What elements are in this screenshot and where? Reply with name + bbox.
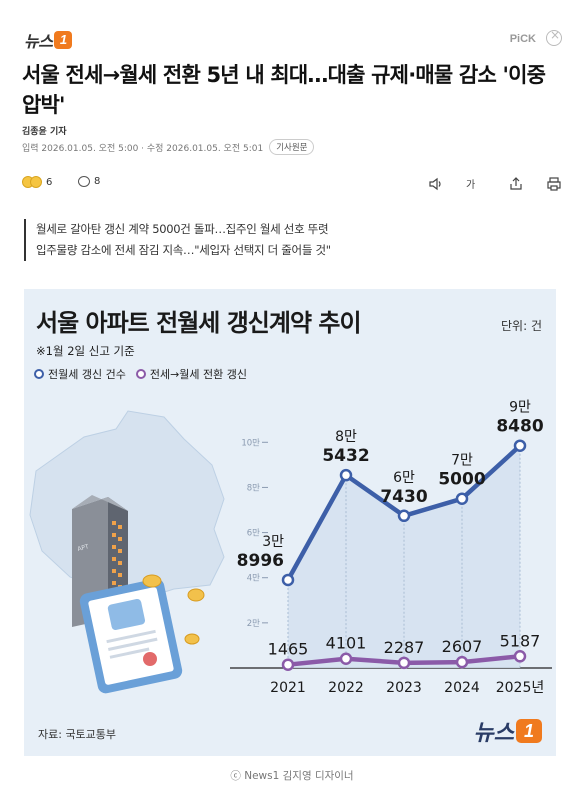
pick-close-icon[interactable]: [546, 28, 562, 46]
infographic-logo: 뉴스 1: [474, 715, 542, 747]
point-conversions: [339, 652, 353, 665]
article-tools: 가: [428, 176, 562, 192]
legend-marker-blue: [34, 369, 44, 379]
comment-count: 8: [94, 176, 101, 187]
data-label-conversions: 2607: [442, 637, 483, 656]
infographic-logo-text: 뉴스: [473, 720, 514, 745]
point-renewals: [513, 439, 527, 452]
original-article-button[interactable]: 기사원문: [269, 139, 315, 155]
font-size-label: 가: [466, 180, 476, 191]
x-tick-label: 2025년: [496, 680, 545, 696]
x-tick-label: 2022: [328, 680, 364, 696]
contract-stamp: [143, 652, 157, 666]
legend-label: 전월세 갱신 건수: [48, 368, 126, 381]
infographic-title: 서울 아파트 전월세 갱신계약 추이: [36, 309, 362, 337]
data-label-conversions: 5187: [500, 631, 541, 650]
point-renewals: [455, 492, 469, 505]
logo-badge: 1: [54, 31, 73, 49]
photo-credit: ⓒ News1 김지영 디자이너: [230, 770, 354, 782]
comment-icon: [78, 176, 90, 187]
chart-legend: 전월세 갱신 건수 전세→월세 전환 갱신: [34, 366, 247, 382]
house-badge: [107, 598, 146, 630]
infographic-logo-badge: 1: [516, 719, 542, 743]
legend-marker-purple: [135, 369, 146, 379]
point-renewals: [339, 468, 353, 482]
print-icon[interactable]: [546, 176, 562, 192]
contract-lines: [106, 629, 158, 659]
y-tick-label: 2만: [247, 619, 260, 629]
y-tick-label: 8만: [247, 483, 260, 493]
point-conversions: [281, 658, 295, 671]
building-roof: [72, 495, 128, 511]
audio-icon[interactable]: [428, 176, 444, 192]
logo-text: 뉴스: [24, 34, 53, 51]
reaction-emoji-icon: [30, 176, 42, 188]
line-chart: 2만4만6만8만10만3만89968만54326만74307만50009만848…: [230, 400, 552, 696]
point-renewals: [397, 509, 411, 523]
data-label-conversions: 2287: [384, 638, 425, 657]
data-label-top: 7만: [451, 453, 473, 469]
data-label-bottom: 8996: [237, 551, 284, 571]
point-conversions: [513, 650, 527, 663]
building-label: APT: [77, 543, 90, 553]
article-meta: 입력 2026.01.05. 오전 5:00 · 수정 2026.01.05. …: [22, 139, 315, 155]
infographic-source: 자료: 국토교통부: [38, 728, 117, 741]
data-label-top: 6만: [393, 470, 415, 486]
summary-line: 입주물량 감소에 전세 잠김 지속…"세입자 선택지 더 줄어들 것": [36, 243, 331, 257]
share-icon[interactable]: [508, 176, 524, 192]
data-label-top: 8만: [335, 429, 357, 445]
legend-label: 전세→월세 전환 갱신: [149, 368, 248, 381]
y-tick-label: 6만: [247, 529, 260, 539]
y-tick-label: 4만: [247, 574, 260, 584]
data-label-top: 3만: [262, 534, 284, 550]
y-tick-label: 10만: [241, 438, 260, 448]
article-title: 서울 전세→월세 전환 5년 내 최대…대출 규제·매물 감소 '이중 압박': [22, 63, 546, 117]
point-conversions: [397, 656, 411, 670]
article-summary: 월세로 갈아탄 갱신 계약 5000건 돌파…집주인 월세 선호 뚜렷 입주물량…: [24, 219, 331, 261]
data-label-bottom: 5000: [438, 470, 485, 490]
illustration: APT: [29, 410, 225, 694]
point-conversions: [455, 655, 469, 669]
news1-logo[interactable]: 뉴스 1: [24, 30, 73, 51]
reaction-button[interactable]: 6: [22, 176, 52, 188]
data-label-bottom: 7430: [380, 487, 427, 507]
data-label-top: 9만: [509, 400, 531, 416]
coins: [142, 574, 205, 645]
x-tick-label: 2023: [386, 680, 422, 696]
data-label-conversions: 4101: [326, 634, 367, 653]
infographic: 서울 아파트 전월세 갱신계약 추이 단위: 건 ※1월 2일 신고 기준 전월…: [24, 289, 556, 756]
point-renewals: [281, 573, 295, 587]
article-dates: 입력 2026.01.05. 오전 5:00 · 수정 2026.01.05. …: [22, 143, 264, 154]
data-label-bottom: 8480: [496, 417, 543, 437]
font-size-button[interactable]: 가: [466, 176, 486, 192]
infographic-note: ※1월 2일 신고 기준: [36, 344, 135, 358]
data-label-conversions: 1465: [268, 640, 309, 659]
author[interactable]: 김종윤 기자: [22, 127, 67, 137]
top-bar: 뉴스 1 PiCK: [0, 0, 584, 51]
x-tick-label: 2021: [270, 680, 306, 696]
comment-button[interactable]: 8: [78, 176, 100, 187]
data-label-bottom: 5432: [322, 446, 369, 466]
pick-label: PiCK: [509, 33, 536, 45]
infographic-unit: 단위: 건: [501, 319, 542, 333]
x-tick-label: 2024: [444, 680, 480, 696]
summary-line: 월세로 갈아탄 갱신 계약 5000건 돌파…집주인 월세 선호 뚜렷: [36, 222, 329, 236]
action-bar: 6 8 가: [22, 176, 562, 196]
reaction-count: 6: [46, 176, 53, 188]
